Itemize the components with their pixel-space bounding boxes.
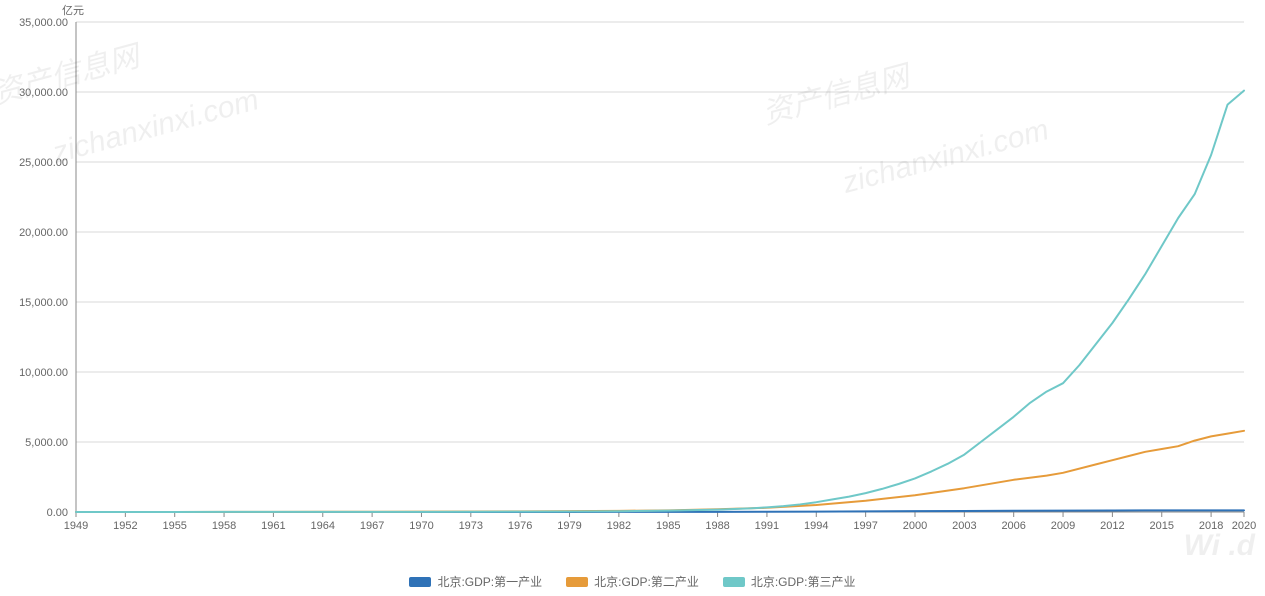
svg-text:2009: 2009	[1051, 520, 1075, 532]
legend-swatch-icon	[723, 577, 745, 587]
legend-item-secondary: 北京:GDP:第二产业	[566, 573, 699, 590]
svg-text:10,000.00: 10,000.00	[19, 367, 68, 379]
svg-text:5,000.00: 5,000.00	[25, 437, 68, 449]
svg-text:15,000.00: 15,000.00	[19, 297, 68, 309]
legend-item-primary: 北京:GDP:第一产业	[409, 573, 542, 590]
svg-text:1997: 1997	[853, 520, 877, 532]
svg-text:1949: 1949	[64, 520, 88, 532]
svg-text:30,000.00: 30,000.00	[19, 87, 68, 99]
svg-text:1952: 1952	[113, 520, 137, 532]
legend-label: 北京:GDP:第二产业	[594, 573, 699, 590]
svg-text:亿元: 亿元	[62, 4, 84, 17]
legend-label: 北京:GDP:第一产业	[437, 573, 542, 590]
legend: 北京:GDP:第一产业 北京:GDP:第二产业 北京:GDP:第三产业	[0, 569, 1265, 596]
svg-text:2020: 2020	[1232, 520, 1256, 532]
svg-text:1991: 1991	[755, 520, 779, 532]
legend-item-tertiary: 北京:GDP:第三产业	[723, 573, 856, 590]
svg-text:2006: 2006	[1001, 520, 1025, 532]
svg-text:2003: 2003	[952, 520, 976, 532]
svg-text:1964: 1964	[311, 520, 335, 532]
svg-text:1955: 1955	[162, 520, 186, 532]
svg-text:2018: 2018	[1199, 520, 1223, 532]
svg-text:2012: 2012	[1100, 520, 1124, 532]
svg-text:2015: 2015	[1150, 520, 1174, 532]
svg-text:20,000.00: 20,000.00	[19, 227, 68, 239]
svg-text:2000: 2000	[903, 520, 927, 532]
svg-text:1994: 1994	[804, 520, 828, 532]
legend-swatch-icon	[409, 577, 431, 587]
svg-text:1985: 1985	[656, 520, 680, 532]
svg-text:1967: 1967	[360, 520, 384, 532]
svg-text:1970: 1970	[409, 520, 433, 532]
svg-text:35,000.00: 35,000.00	[19, 17, 68, 29]
chart-container: 0.00 5,000.00 10,000.00 15,000.00 20,000.00 2…	[0, 0, 1265, 569]
line-chart: 0.00 5,000.00 10,000.00 15,000.00 20,000.00 2…	[0, 0, 1265, 539]
svg-text:1958: 1958	[212, 520, 236, 532]
svg-text:1961: 1961	[261, 520, 285, 532]
svg-text:1979: 1979	[557, 520, 581, 532]
svg-text:1982: 1982	[607, 520, 631, 532]
legend-label: 北京:GDP:第三产业	[751, 573, 856, 590]
legend-swatch-icon	[566, 577, 588, 587]
svg-text:0.00: 0.00	[47, 507, 68, 519]
svg-text:1988: 1988	[705, 520, 729, 532]
svg-text:1973: 1973	[459, 520, 483, 532]
svg-text:1976: 1976	[508, 520, 532, 532]
svg-text:25,000.00: 25,000.00	[19, 157, 68, 169]
